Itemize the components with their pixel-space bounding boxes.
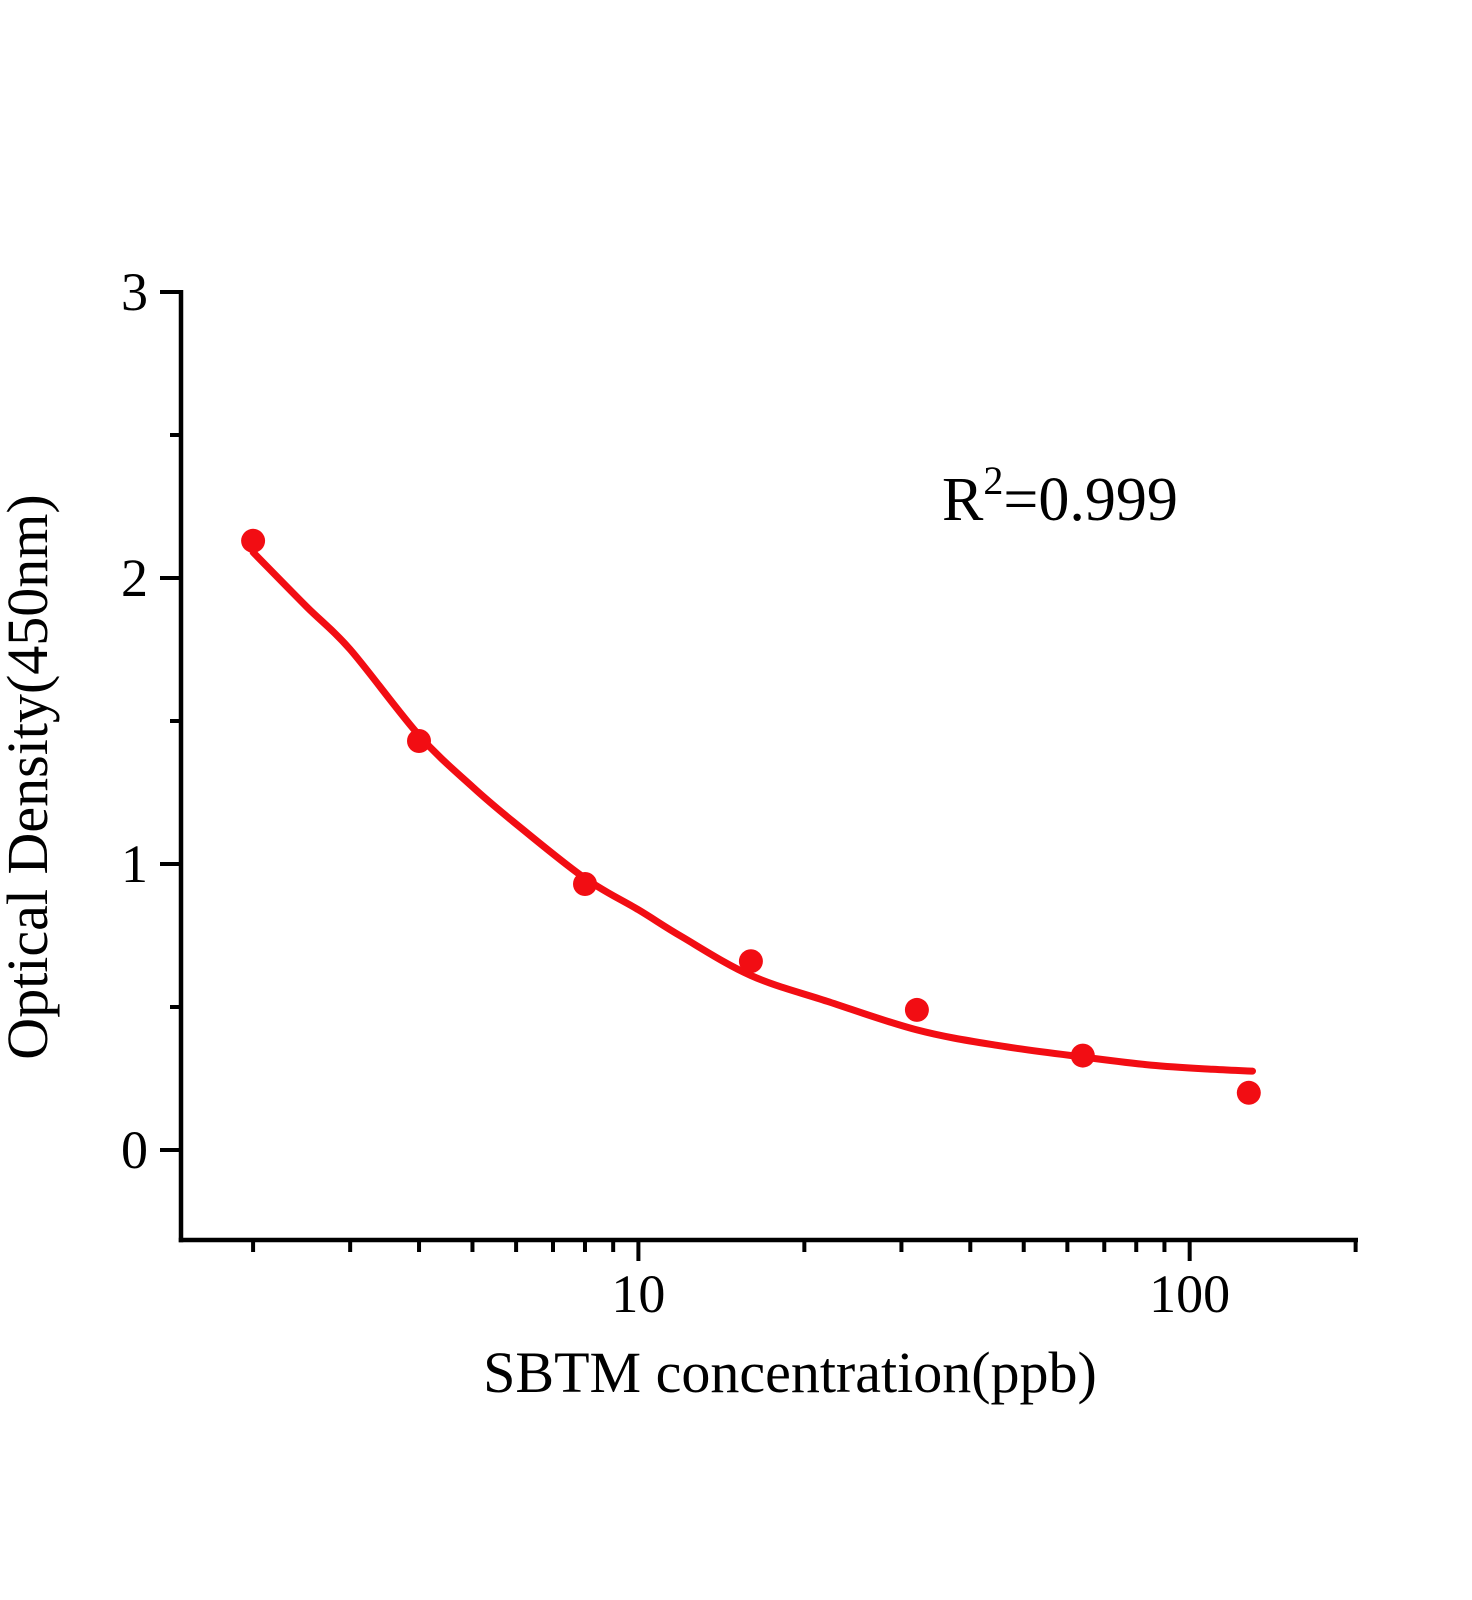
fit-curve	[249, 548, 1256, 1075]
x-axis-title: SBTM concentration(ppb)	[483, 1340, 1097, 1405]
r-squared-annotation: R2=0.999	[942, 458, 1178, 534]
axes	[178, 290, 1358, 1243]
axis-ticks	[160, 290, 1358, 1261]
y-axis-title: Optical Density(450nm)	[0, 494, 60, 1059]
data-point	[573, 872, 597, 896]
data-point	[1236, 1080, 1261, 1105]
data-series	[241, 528, 1261, 1105]
y-tick-label: 0	[121, 1120, 148, 1180]
x-tick-label: 100	[1149, 1264, 1230, 1324]
data-point	[241, 528, 266, 553]
data-point	[1070, 1043, 1095, 1068]
x-tick-label: 10	[611, 1264, 665, 1324]
data-point	[904, 997, 929, 1022]
y-tick-label: 2	[121, 548, 148, 608]
y-tick-label: 1	[121, 834, 148, 894]
y-tick-label: 3	[121, 262, 148, 322]
data-point	[407, 729, 431, 753]
tick-labels: 0 1 2 3 10 100	[121, 262, 1230, 1324]
data-point	[738, 949, 763, 974]
